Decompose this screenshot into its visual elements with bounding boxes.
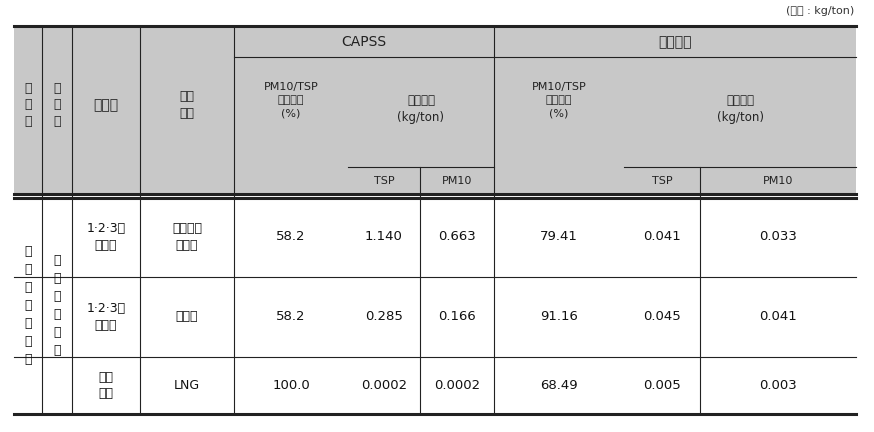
Text: 연구결과: 연구결과 — [658, 35, 691, 49]
Text: 중
분
류: 중 분 류 — [53, 82, 61, 128]
Text: (단위 : kg/ton): (단위 : kg/ton) — [786, 6, 854, 16]
Text: 0.003: 0.003 — [760, 379, 797, 392]
Bar — [14, 26, 856, 194]
Text: 1.140: 1.140 — [365, 231, 403, 244]
Text: 0.041: 0.041 — [643, 231, 681, 244]
Text: TSP: TSP — [652, 176, 672, 186]
Text: 100.0: 100.0 — [272, 379, 310, 392]
Text: 대
분
류: 대 분 류 — [24, 82, 31, 128]
Text: 0.041: 0.041 — [760, 311, 797, 324]
Text: 0.166: 0.166 — [438, 311, 475, 324]
Text: 0.0002: 0.0002 — [361, 379, 407, 392]
Text: 0.033: 0.033 — [759, 231, 797, 244]
Text: 배출계수
(kg/ton): 배출계수 (kg/ton) — [398, 95, 445, 124]
Text: 배출계수
(kg/ton): 배출계수 (kg/ton) — [717, 95, 764, 124]
Text: PM10: PM10 — [763, 176, 794, 186]
Text: PM10/TSP
배출분율
(%): PM10/TSP 배출분율 (%) — [531, 82, 586, 118]
Text: PM10/TSP
배출분율
(%): PM10/TSP 배출분율 (%) — [264, 82, 318, 118]
Text: 유연탄: 유연탄 — [176, 311, 198, 324]
Text: 소분류: 소분류 — [94, 98, 119, 112]
Text: 58.2: 58.2 — [276, 231, 306, 244]
Text: CAPSS: CAPSS — [342, 35, 386, 49]
Text: 0.005: 0.005 — [643, 379, 681, 392]
Text: 비민수용
무연탄: 비민수용 무연탄 — [172, 222, 202, 252]
Text: 1·2·3종
보일러: 1·2·3종 보일러 — [87, 302, 126, 332]
Text: 0.0002: 0.0002 — [434, 379, 480, 392]
Text: 68.49: 68.49 — [540, 379, 578, 392]
Text: 공
공
발
전
시
설: 공 공 발 전 시 설 — [53, 254, 61, 357]
Text: 가스
터빈: 가스 터빈 — [99, 371, 114, 400]
Text: 0.285: 0.285 — [365, 311, 403, 324]
Text: 0.045: 0.045 — [643, 311, 681, 324]
Text: 0.663: 0.663 — [438, 231, 475, 244]
Text: LNG: LNG — [174, 379, 200, 392]
Text: 79.41: 79.41 — [540, 231, 578, 244]
Text: 58.2: 58.2 — [276, 311, 306, 324]
Text: TSP: TSP — [374, 176, 394, 186]
Bar — [14, 194, 856, 414]
Text: 91.16: 91.16 — [540, 311, 578, 324]
Text: 에
너
지
산
업
연
소: 에 너 지 산 업 연 소 — [24, 245, 31, 366]
Text: PM10: PM10 — [442, 176, 472, 186]
Text: 1·2·3종
보일러: 1·2·3종 보일러 — [87, 222, 126, 252]
Text: 사용
연료: 사용 연료 — [179, 90, 195, 120]
